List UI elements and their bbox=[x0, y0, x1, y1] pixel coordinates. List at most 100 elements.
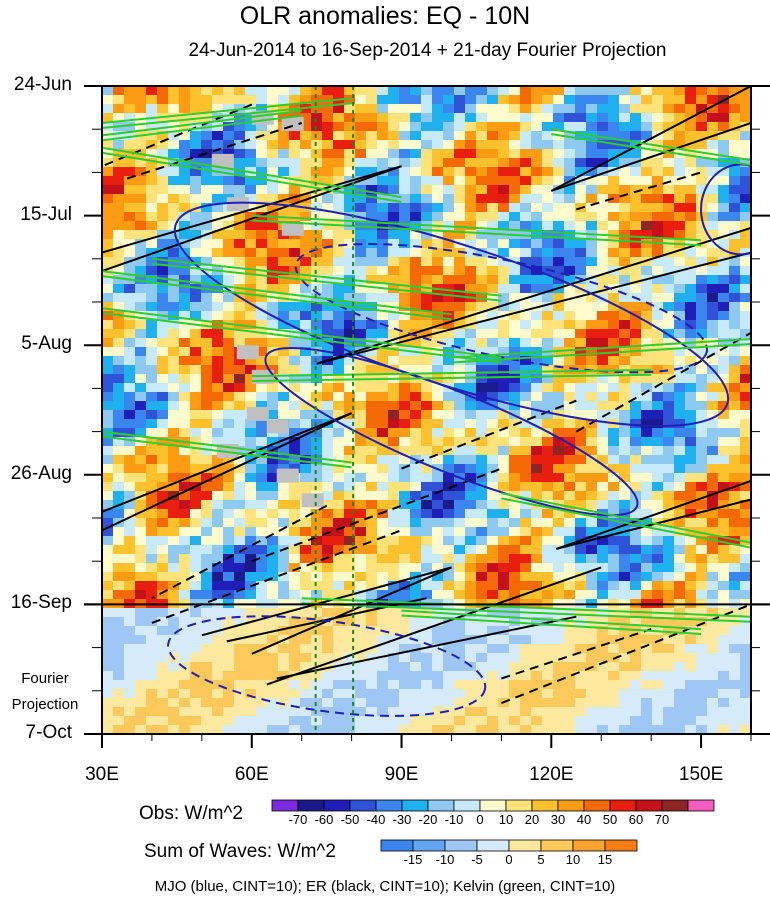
kelvin-contour bbox=[102, 109, 302, 137]
field-cell bbox=[311, 302, 323, 312]
field-cell bbox=[278, 527, 290, 537]
missing-data-patch bbox=[266, 419, 289, 434]
field-cell bbox=[267, 437, 279, 447]
waves-colorbar-swatch bbox=[540, 839, 574, 852]
field-cell bbox=[608, 482, 620, 492]
field-cell bbox=[344, 230, 356, 240]
field-cell bbox=[190, 104, 202, 114]
field-cell bbox=[256, 581, 268, 591]
field-cell bbox=[597, 680, 609, 690]
field-cell bbox=[212, 95, 224, 105]
field-cell bbox=[212, 293, 224, 303]
field-cell bbox=[531, 419, 543, 429]
field-cell bbox=[399, 716, 411, 726]
field-cell bbox=[344, 518, 356, 528]
field-cell bbox=[212, 500, 224, 510]
field-cell bbox=[322, 329, 334, 339]
field-cell bbox=[498, 275, 510, 285]
field-cell bbox=[377, 689, 389, 699]
field-cell bbox=[674, 536, 686, 546]
field-cell bbox=[718, 167, 730, 177]
field-cell bbox=[377, 680, 389, 690]
field-cell bbox=[421, 401, 433, 411]
field-cell bbox=[674, 581, 686, 591]
field-cell bbox=[234, 590, 246, 600]
field-cell bbox=[355, 644, 367, 654]
field-cell bbox=[729, 212, 741, 222]
field-cell bbox=[333, 419, 345, 429]
field-cell bbox=[179, 194, 191, 204]
field-cell bbox=[267, 104, 279, 114]
field-cell bbox=[234, 257, 246, 267]
field-cell bbox=[586, 572, 598, 582]
field-cell bbox=[289, 158, 301, 168]
field-cell bbox=[652, 500, 664, 510]
field-cell bbox=[245, 320, 257, 330]
field-cell bbox=[201, 212, 213, 222]
field-cell bbox=[630, 338, 642, 348]
field-cell bbox=[553, 86, 565, 96]
field-cell bbox=[520, 140, 532, 150]
field-cell bbox=[190, 554, 202, 564]
field-cell bbox=[300, 131, 312, 141]
field-cell bbox=[509, 338, 521, 348]
field-cell bbox=[245, 680, 257, 690]
field-cell bbox=[102, 95, 114, 105]
field-cell bbox=[333, 365, 345, 375]
field-cell bbox=[718, 581, 730, 591]
field-cell bbox=[663, 572, 675, 582]
field-cell bbox=[564, 446, 576, 456]
field-cell bbox=[102, 347, 114, 357]
field-cell bbox=[344, 680, 356, 690]
field-cell bbox=[663, 122, 675, 132]
field-cell bbox=[718, 563, 730, 573]
field-cell bbox=[443, 122, 455, 132]
field-cell bbox=[597, 86, 609, 96]
field-cell bbox=[355, 518, 367, 528]
field-cell bbox=[630, 185, 642, 195]
field-cell bbox=[707, 644, 719, 654]
field-cell bbox=[586, 608, 598, 618]
field-cell bbox=[454, 401, 466, 411]
field-cell bbox=[267, 572, 279, 582]
field-cell bbox=[674, 680, 686, 690]
field-cell bbox=[333, 212, 345, 222]
field-cell bbox=[311, 356, 323, 366]
field-cell bbox=[652, 95, 664, 105]
field-cell bbox=[443, 392, 455, 402]
field-cell bbox=[366, 509, 378, 519]
field-cell bbox=[630, 374, 642, 384]
field-cell bbox=[267, 167, 279, 177]
field-cell bbox=[718, 113, 730, 123]
field-cell bbox=[498, 356, 510, 366]
field-cell bbox=[542, 275, 554, 285]
field-cell bbox=[674, 194, 686, 204]
field-cell bbox=[388, 401, 400, 411]
field-cell bbox=[652, 545, 664, 555]
field-cell bbox=[289, 356, 301, 366]
field-cell bbox=[498, 671, 510, 681]
field-cell bbox=[223, 338, 235, 348]
field-cell bbox=[597, 374, 609, 384]
field-cell bbox=[157, 374, 169, 384]
field-cell bbox=[586, 653, 598, 663]
field-cell bbox=[575, 113, 587, 123]
field-cell bbox=[399, 554, 411, 564]
field-cell bbox=[685, 248, 697, 258]
field-cell bbox=[157, 149, 169, 159]
field-cell bbox=[168, 518, 180, 528]
field-cell bbox=[267, 86, 279, 96]
field-cell bbox=[410, 626, 422, 636]
field-cell bbox=[652, 455, 664, 465]
field-cell bbox=[718, 275, 730, 285]
field-cell bbox=[509, 122, 521, 132]
field-cell bbox=[333, 626, 345, 636]
field-cell bbox=[366, 401, 378, 411]
field-cell bbox=[157, 221, 169, 231]
field-cell bbox=[465, 707, 477, 717]
field-cell bbox=[443, 428, 455, 438]
field-cell bbox=[135, 626, 147, 636]
field-cell bbox=[289, 725, 301, 734]
field-cell bbox=[410, 716, 422, 726]
field-cell bbox=[289, 572, 301, 582]
